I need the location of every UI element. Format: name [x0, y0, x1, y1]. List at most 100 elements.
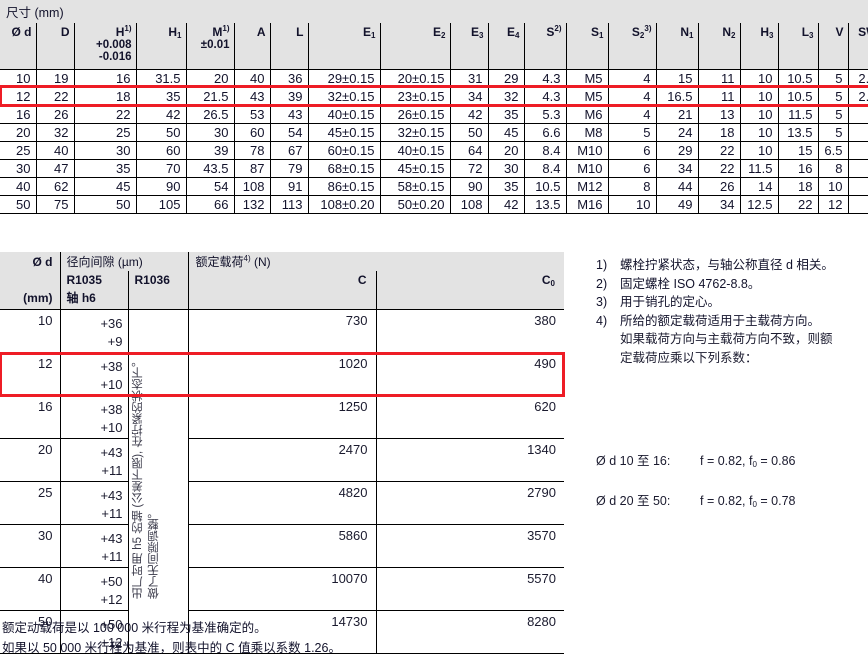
c0-sub: 0: [550, 279, 555, 288]
dim-cell-M: 54: [185, 177, 234, 195]
table-row[interactable]: 40 +50 +12 10070 5570: [0, 567, 564, 611]
dim-cell-D: 19: [35, 69, 74, 87]
table-row[interactable]: 40 62 45 90 54 108 91 86±0.15 58±0.15 90 35 10.5 M12…: [0, 177, 868, 195]
dim-cell-H: 35: [73, 159, 136, 177]
sub-E2: 2: [441, 31, 446, 40]
dim-column-header-N2: N2: [697, 23, 740, 69]
load-cell-c: 10070: [187, 567, 376, 611]
load-cell-c0: 3570: [375, 524, 564, 568]
load-cell-c: 5860: [187, 524, 376, 568]
dim-cell-E3: 72: [449, 159, 488, 177]
dim-cell-SW: 6: [847, 177, 868, 195]
dim-cell-N2: 11: [697, 69, 740, 87]
dim-cell-S: 8.4: [523, 159, 566, 177]
table-row[interactable]: 16 26 22 42 26.5 53 43 40±0.15 26±0.15 42 35 5.3 M6 4…: [0, 105, 868, 123]
dim-cell-S1: M16: [565, 195, 608, 213]
dim-cell-A: 60: [233, 123, 270, 141]
table-row[interactable]: 50 +50 +12 14730 8280: [0, 610, 564, 654]
dim-column-header-E3: E3: [449, 23, 488, 69]
table-row[interactable]: 50 75 50 105 66 132 113 108±0.20 50±0.20 108 42 13.…: [0, 195, 868, 213]
dim-cell-M: 30: [185, 123, 234, 141]
dim-column-tolerance-H: -0.016: [98, 51, 132, 63]
sub-E3: 3: [479, 31, 484, 40]
f0-sub: 0: [752, 460, 757, 469]
dim-cell-A: 132: [233, 195, 270, 213]
dim-cell-H3: 11.5: [739, 159, 778, 177]
dim-cell-E4: 20: [487, 141, 524, 159]
dim-cell-H3: 10: [739, 105, 778, 123]
dim-cell-V: 5: [817, 105, 848, 123]
table-row[interactable]: 20 32 25 50 30 60 54 45±0.15 32±0.15 50 45 6.6 M8 5 24…: [0, 123, 868, 141]
load-table-body: 10 +36 +9 出厂时用 h5 的轴 (公差下限), 在拧紧的状态下。 做了无间隙…: [0, 309, 564, 654]
table-row[interactable]: 16 +38 +10 1250 620: [0, 395, 564, 439]
c-label: C: [357, 273, 367, 287]
load-header-c0-spacer: [375, 288, 564, 310]
dim-cell-H: 50: [73, 195, 136, 213]
dim-cell-H3: 10: [739, 141, 778, 159]
dim-cell-S: 5.3: [523, 105, 566, 123]
dim-cell-E2: 58±0.15: [379, 177, 450, 195]
load-factor-f0: f0 = 0.86: [749, 454, 796, 469]
table-row[interactable]: 30 +43 +11 5860 3570: [0, 524, 564, 568]
dim-column-header-label-S2: S23): [631, 24, 652, 40]
dim-column-header-A: A: [233, 23, 270, 69]
dim-cell-S2: 4: [607, 87, 656, 105]
dim-cell-S2: 5: [607, 123, 656, 141]
table-row[interactable]: 10 19 16 31.5 20 40 36 29±0.15 20±0.15 31 29 4.3 M5 4…: [0, 69, 868, 87]
load-factor-list: Ø d 10 至 16: f = 0.82, f0 = 0.86 Ø d 20 至 …: [596, 452, 868, 532]
dim-cell-S: 8.4: [523, 141, 566, 159]
clearance-lower: +11: [101, 549, 123, 564]
load-cell-d: 20: [38, 442, 53, 457]
f0-sub: 0: [752, 500, 757, 509]
dim-cell-V: 5: [817, 87, 848, 105]
dim-cell-SW: 5: [847, 141, 868, 159]
dim-cell-L: 36: [269, 69, 308, 87]
dim-cell-A: 43: [233, 87, 270, 105]
table-row[interactable]: 10 +36 +9 出厂时用 h5 的轴 (公差下限), 在拧紧的状态下。 做了无间隙…: [0, 309, 564, 654]
load-cell-d: 16: [38, 399, 53, 414]
dim-column-header-label-E3: E3: [471, 25, 484, 40]
table-row[interactable]: 12 22 18 35 21.5 43 39 32±0.15 23±0.15 34 32 4.3 M5 4…: [0, 87, 868, 105]
footnote-item: 4) 所给的额定载荷适用于主载荷方向。: [596, 312, 868, 331]
dim-cell-S1: M10: [565, 159, 608, 177]
dim-column-header-S2: S23): [607, 23, 656, 69]
dim-cell-S: 4.3: [523, 69, 566, 87]
dim-cell-d: 30: [16, 160, 31, 176]
dim-cell-E1: 60±0.15: [307, 141, 380, 159]
table-row[interactable]: 20 +43 +11 2470 1340: [0, 438, 564, 482]
dim-cell-E2: 50±0.20: [379, 195, 450, 213]
dim-cell-E1: 32±0.15: [307, 87, 380, 105]
clearance-upper: +43: [100, 488, 123, 503]
dim-column-header-label-E4: E4: [507, 25, 520, 40]
load-group-text: 额定载荷: [195, 255, 244, 269]
load-ratings-table: Ø d 径向间隙 (µm) 额定载荷4) (N) R1: [0, 252, 564, 654]
dim-column-header-S: S2): [523, 23, 566, 69]
load-cell-d: 12: [38, 356, 53, 371]
dim-cell-M: 66: [185, 195, 234, 213]
load-header-c0: C0: [375, 271, 564, 288]
table-row[interactable]: 25 +43 +11 4820 2790: [0, 481, 564, 525]
clearance-upper: +43: [100, 531, 123, 546]
dim-cell-H1: 35: [135, 87, 186, 105]
dim-cell-V: 10: [817, 177, 848, 195]
r1036-label: R1036: [134, 273, 170, 287]
dim-cell-E3: 31: [449, 69, 488, 87]
dim-cell-M: 26.5: [185, 105, 234, 123]
dim-column-header-S1: S1: [565, 23, 608, 69]
load-cell-r1036-note: 出厂时用 h5 的轴 (公差下限), 在拧紧的状态下。 做了无间隙调整。: [127, 309, 188, 654]
clearance-lower: +11: [101, 463, 123, 478]
sub-S2: 2: [639, 31, 645, 40]
dimensions-header-row: Ø d D H1) +0.008 -0.016 H1 M1) ±0.01 A L E1 E2 E3 E4 S…: [0, 23, 868, 69]
dim-column-header-label-V: V: [835, 25, 844, 39]
dim-cell-V: 6.5: [817, 141, 848, 159]
table-row[interactable]: 30 47 35 70 43.5 87 79 68±0.15 45±0.15 72 30 8.4 M10…: [0, 159, 868, 177]
sup-S2: 3): [644, 24, 652, 33]
table-row[interactable]: 25 40 30 60 39 78 67 60±0.15 40±0.15 64 20 8.4 M10 6 2…: [0, 141, 868, 159]
dim-column-header-H: H1) +0.008 -0.016: [73, 23, 136, 69]
dim-cell-S2: 8: [607, 177, 656, 195]
load-cell-c: 4820: [187, 481, 376, 525]
table-row[interactable]: 12 +38 +10 1020 490: [0, 352, 564, 396]
load-cell-c0: 380: [375, 309, 564, 353]
dim-cell-E3: 34: [449, 87, 488, 105]
